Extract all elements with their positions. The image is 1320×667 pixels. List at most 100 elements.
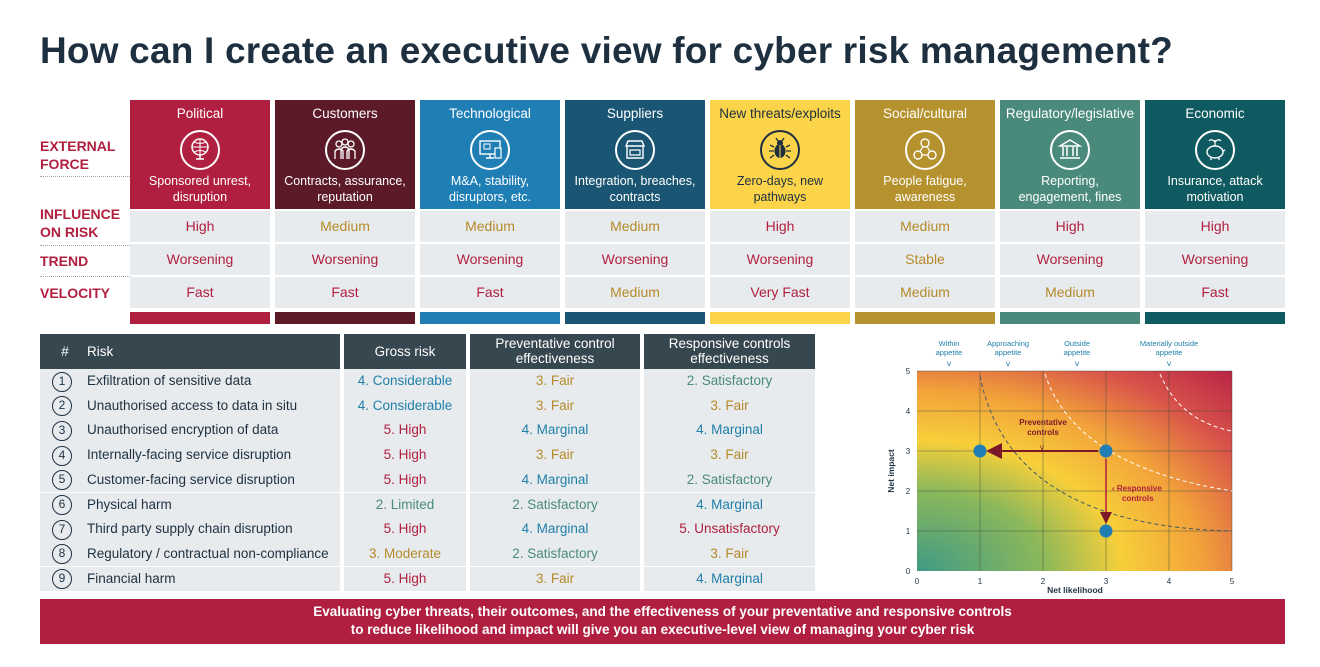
force-velocity: Fast	[1145, 277, 1285, 308]
preventative-cell: 2. Satisfactory	[470, 492, 640, 518]
globe-icon	[180, 130, 220, 170]
page-title: How can I create an executive view for c…	[40, 30, 1173, 71]
preventative-cell: 4. Marginal	[470, 467, 640, 493]
risk-name: Physical harm	[87, 496, 172, 512]
appetite-label: Materially outside appetite	[1140, 339, 1198, 357]
force-trend: Worsening	[420, 244, 560, 275]
divider	[40, 176, 130, 177]
label-influence: INFLUENCE ON RISK	[40, 206, 121, 240]
header-preventative: Preventative control effectiveness	[495, 336, 615, 366]
force-color-bar	[130, 312, 270, 324]
force-column: Suppliers Integration, breaches, contract…	[565, 100, 705, 324]
network-icon	[905, 130, 945, 170]
row-background	[40, 517, 340, 542]
risk-name: Regulatory / contractual non-compliance	[87, 545, 329, 561]
risk-name: Exfiltration of sensitive data	[87, 373, 252, 388]
responsive-cell: 4. Marginal	[644, 418, 815, 443]
label-velocity: VELOCITY	[40, 285, 111, 301]
row-background	[40, 443, 340, 468]
devices-icon	[470, 130, 510, 170]
x-tick-label: 5	[1230, 577, 1235, 586]
force-color-bar	[710, 312, 850, 324]
row-number: 4	[52, 445, 72, 466]
appetite-curve-outside	[1159, 373, 1233, 432]
people-icon	[325, 130, 365, 170]
gross-risk-cell: 3. Moderate	[344, 541, 466, 567]
force-velocity: Medium	[565, 277, 705, 308]
risk-name: Internally-facing service disruption	[87, 447, 292, 463]
force-column: Regulatory/legislative Reporting, engagem…	[1000, 100, 1140, 324]
force-header: Economic Insurance, attack motivation	[1145, 100, 1285, 209]
row-background	[40, 541, 340, 567]
chevron-down-icon: ˅	[1005, 359, 1010, 369]
piggybank-icon	[1195, 130, 1235, 170]
force-header: Technological M&A, stability, disruptors,…	[420, 100, 560, 209]
row-number: 3	[52, 420, 72, 441]
force-trend: Worsening	[275, 244, 415, 275]
responsive-cell: 2. Satisfactory	[644, 369, 815, 394]
y-tick-label: 4	[906, 407, 911, 416]
force-name: New threats/exploits	[719, 106, 841, 121]
force-name: Economic	[1185, 106, 1245, 121]
summary-line-1: Evaluating cyber threats, their outcomes…	[313, 604, 1012, 619]
force-header: Suppliers Integration, breaches, contract…	[565, 100, 705, 209]
force-description: Sponsored unrest, disruption	[148, 174, 252, 204]
force-color-bar	[855, 312, 995, 324]
force-column: Technological M&A, stability, disruptors,…	[420, 100, 560, 324]
force-header: Political Sponsored unrest, disruption	[130, 100, 270, 209]
appetite-label: Approaching appetite	[987, 339, 1029, 357]
force-trend: Worsening	[130, 244, 270, 275]
force-color-bar	[565, 312, 705, 324]
responsive-cell: 4. Marginal	[644, 492, 815, 518]
force-description: People fatigue, awareness	[883, 174, 967, 204]
row-number: 1	[52, 371, 72, 392]
bank-icon	[1050, 130, 1090, 170]
force-name: Technological	[449, 106, 531, 121]
row-background	[40, 369, 340, 394]
row-background	[40, 467, 340, 493]
force-influence: High	[710, 211, 850, 242]
force-influence: Medium	[855, 211, 995, 242]
preventative-cell: 3. Fair	[470, 443, 640, 468]
x-axis-label: Net likelihood	[1047, 585, 1103, 595]
row-background	[40, 418, 340, 443]
force-name: Regulatory/legislative	[1005, 106, 1135, 121]
summary-line-2: to reduce likelihood and impact will giv…	[350, 622, 975, 637]
force-influence: High	[130, 211, 270, 242]
label-trend: TREND	[40, 253, 89, 269]
force-color-bar	[1145, 312, 1285, 324]
y-axis-label: Net impact	[886, 449, 896, 493]
force-velocity: Fast	[130, 277, 270, 308]
row-number: 8	[52, 544, 72, 565]
force-column: Customers Contracts, assurance, reputatio…	[275, 100, 415, 324]
gross-risk-cell: 2. Limited	[344, 492, 466, 518]
heatmap-points	[973, 444, 1113, 538]
force-column: Economic Insurance, attack motivation High…	[1145, 100, 1285, 324]
risk-point	[1099, 444, 1113, 458]
gross-risk-cell: 5. High	[344, 566, 466, 592]
force-description: Insurance, attack motivation	[1167, 174, 1263, 204]
force-description: Zero-days, new pathways	[736, 174, 824, 204]
row-background	[40, 492, 340, 518]
force-trend: Worsening	[710, 244, 850, 275]
force-velocity: Medium	[1000, 277, 1140, 308]
chevron-down-icon: ˅	[1074, 359, 1079, 369]
row-background	[40, 566, 340, 592]
appetite-curve-within	[979, 375, 1233, 532]
force-trend: Worsening	[1145, 244, 1285, 275]
force-influence: High	[1145, 211, 1285, 242]
force-description: Integration, breaches, contracts	[574, 174, 696, 204]
heatmap-background	[917, 371, 1232, 571]
gross-risk-cell: 5. High	[344, 467, 466, 493]
force-influence: Medium	[420, 211, 560, 242]
force-header: Regulatory/legislative Reporting, engagem…	[1000, 100, 1140, 209]
preventative-cell: 4. Marginal	[470, 418, 640, 443]
force-name: Customers	[312, 106, 378, 121]
force-column: Political Sponsored unrest, disruption Hig…	[130, 100, 270, 324]
gross-risk-cell: 5. High	[344, 418, 466, 443]
axis-ticks: 00 1 1 2 2 3 3 4 4 5 5	[906, 367, 1235, 586]
y-tick-label: 3	[906, 447, 911, 456]
appetite-labels: Within appetite ˅ Approaching appetite ˅ Outsi…	[936, 339, 1199, 369]
force-trend: Worsening	[1000, 244, 1140, 275]
chevron-down-icon: ˅	[1039, 443, 1044, 453]
